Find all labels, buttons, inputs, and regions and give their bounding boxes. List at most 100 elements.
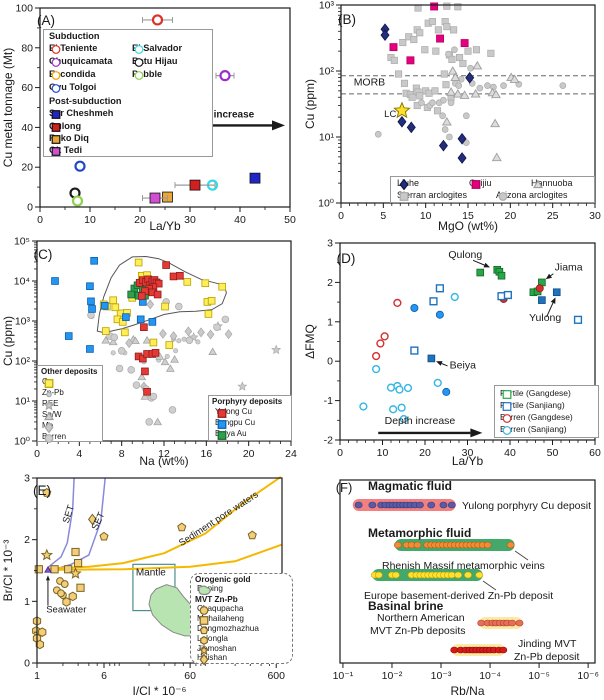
el-salvador-marker-icon [134, 45, 144, 54]
legend-title-post-subduction: Post-subduction [49, 96, 122, 106]
hannuoba-marker-icon [532, 179, 544, 189]
series-dongmozhazhua [42, 487, 257, 541]
series-chuquicamata [215, 70, 235, 82]
svg-text:30: 30 [589, 210, 601, 222]
series-sanjiang-circles-filled [410, 304, 451, 396]
svg-text:0: 0 [37, 214, 43, 226]
svg-text:LC: LC [384, 109, 396, 120]
series-barren-gangdese [372, 298, 402, 361]
legend-item-batu-hijau: Batu Hijau [132, 56, 178, 67]
band [477, 617, 524, 629]
series-bangpu-cu [51, 256, 157, 353]
svg-text:40: 40 [21, 122, 33, 134]
mo-marker-icon [44, 422, 54, 433]
band [393, 539, 515, 551]
svg-text:10³: 10³ [15, 316, 31, 328]
svg-text:10⁰: 10⁰ [318, 198, 335, 210]
panel-b: 0 5 10 15 20 25 30 MgO (wt%) 10⁰ 10¹ 10² 10³ Cu (ppm… [302, 0, 604, 235]
svg-text:Qulong: Qulong [448, 249, 482, 261]
series-cuijiu [389, 2, 469, 65]
svg-text:Rb/Na: Rb/Na [450, 684, 484, 698]
svg-text:6: 6 [101, 670, 107, 682]
zn-pb-marker-icon [46, 391, 52, 398]
legend-item-arizona-arclogites: Arizona arclogites [496, 190, 568, 201]
svg-text:-1: -1 [324, 395, 333, 407]
svg-text:Zn-Pb deposit: Zn-Pb deposit [514, 651, 579, 663]
svg-text:2: 2 [327, 277, 333, 289]
chart-d: 0 10 20 30 40 50 60 La/Yb -2 -1 0 1 2 3 ΔFMQ Qulong Jiam… [303, 238, 601, 469]
svg-text:Metamorphic fluid: Metamorphic fluid [368, 526, 471, 540]
ok-tedi-marker-icon [51, 147, 61, 156]
beiya-au-marker-icon [217, 431, 227, 440]
series-jiamoshan [40, 548, 82, 579]
batu-hijau-marker-icon [134, 58, 144, 67]
svg-text:2: 2 [24, 534, 30, 546]
svg-text:MVT Zn-Pb deposits: MVT Zn-Pb deposits [370, 625, 466, 637]
svg-text:60: 60 [184, 670, 196, 682]
series-seawater-point [44, 566, 52, 573]
svg-text:MORB: MORB [354, 77, 386, 89]
svg-text:(B): (B) [338, 12, 356, 27]
legend-title-other-deposits: Other deposits [41, 367, 98, 376]
svg-text:Mantle: Mantle [136, 567, 166, 578]
legend-e-0: Orogenic goldDapingMVT Zn-PbChaqupachaMo… [190, 573, 293, 665]
svg-text:20: 20 [134, 214, 146, 226]
svg-text:60: 60 [21, 82, 33, 94]
legend-title-subduction: Subduction [49, 31, 100, 41]
svg-text:Magmatic fluid: Magmatic fluid [368, 479, 452, 493]
svg-text:0: 0 [24, 658, 30, 670]
series-huishan [87, 513, 97, 526]
band [370, 569, 484, 581]
svg-text:10⁰: 10⁰ [14, 436, 31, 448]
svg-text:1: 1 [24, 596, 30, 608]
svg-text:50: 50 [284, 214, 296, 226]
dongmozhazhua-marker-icon [199, 625, 209, 635]
svg-text:25: 25 [547, 210, 559, 222]
svg-text:Depth increase: Depth increase [183, 109, 255, 120]
legend-item-mohailaheng: Mohailaheng [197, 614, 244, 625]
legend-item-pebble: Pebble [132, 69, 163, 80]
legend-d-0: Fertile (Gangdese) Fertile (Sanjiang) Barr… [494, 385, 599, 438]
legend-item-lalongla: Lalongla [197, 634, 228, 645]
legend-item-sierran-arclogites: Sierran arclogites [397, 190, 468, 201]
legend-item-reko-diq: Reko Diq [49, 133, 89, 144]
series-lalongla [32, 591, 77, 650]
svg-text:Depth increase: Depth increase [385, 415, 456, 427]
svg-text:(D): (D) [337, 251, 356, 266]
legend-item-el-salvador: El Salvador [132, 43, 183, 54]
legend-item-mo: Mo [42, 422, 54, 433]
series-el-teniente [142, 14, 173, 26]
series-fertile-sanjiang-filled [427, 288, 561, 363]
svg-text:8: 8 [119, 448, 125, 460]
legend-item-sar-cheshmeh: Sar Cheshmeh [49, 108, 114, 119]
svg-text:50: 50 [547, 447, 559, 459]
yulong-cu-marker-icon [217, 409, 227, 418]
sierran-arclogites-marker-icon [399, 192, 409, 201]
legend-item-fertile-gangdese: Fertile (Gangdese) [500, 388, 571, 399]
svg-text:Yulong: Yulong [529, 312, 561, 324]
legend-item-liuhe: Liuhe [397, 178, 420, 190]
el-teniente-marker-icon [51, 45, 61, 54]
huishan-marker-icon [199, 654, 209, 665]
legend-title-porphyry-deposits: Porphyry deposits [212, 397, 283, 406]
svg-text:24: 24 [285, 448, 297, 460]
svg-text:10³: 10³ [319, 0, 335, 12]
svg-text:ΔFMQ: ΔFMQ [303, 324, 317, 359]
legend-b-0: Liuhe Cuijiu Hannuoba Sierran arclogites Ari… [390, 176, 595, 203]
mohailaheng-marker-icon [199, 616, 209, 625]
legend-item-barren-sanjiang: Barren (Sanjiang) [500, 424, 567, 435]
legend-item-oyu-tolgoi: Oyu Tolgoi [49, 82, 97, 93]
svg-text:10⁻⁵: 10⁻⁵ [528, 670, 550, 682]
svg-text:80: 80 [21, 42, 33, 54]
svg-text:12: 12 [158, 448, 170, 460]
svg-text:5: 5 [380, 210, 386, 222]
svg-text:Northern American: Northern American [377, 612, 465, 624]
legend-item-qulong: Qulong [49, 121, 82, 132]
svg-text:600: 600 [267, 670, 285, 682]
jiamoshan-marker-icon [198, 645, 210, 656]
legend-item-barren-gangdese: Barren (Gangdese) [500, 412, 573, 423]
legend-a-0: Subduction El Teniente El Salvador Chuquica… [43, 29, 213, 157]
legend-item-sn-w: Sn/W [42, 411, 62, 421]
sar-cheshmeh-marker-icon [51, 110, 61, 119]
svg-text:0: 0 [337, 447, 343, 459]
